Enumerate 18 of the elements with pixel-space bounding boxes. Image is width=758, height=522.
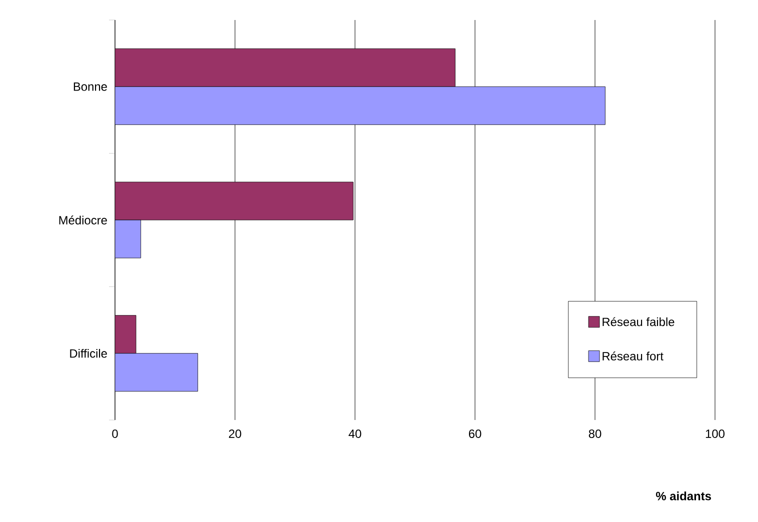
y-tick-label: Difficile (70, 348, 107, 358)
bar (115, 182, 354, 220)
x-tick-label: 80 (588, 430, 602, 438)
x-tick-label: 100 (706, 430, 725, 438)
y-tick-label: Bonne (74, 82, 107, 91)
bar (115, 86, 606, 125)
x-tick-label: 20 (228, 430, 242, 438)
bar (115, 353, 198, 392)
bar (115, 220, 141, 258)
x-tick-label: 0 (112, 430, 118, 438)
x-axis-title: % aidants (656, 492, 711, 500)
legend-label: Réseau fort (602, 352, 664, 360)
bar (115, 315, 136, 354)
y-tick-label: Médiocre (59, 216, 107, 224)
x-tick-label: 40 (348, 430, 362, 438)
legend-label: Réseau faible (602, 317, 674, 326)
bar (115, 48, 456, 87)
x-tick-label: 60 (468, 430, 482, 438)
